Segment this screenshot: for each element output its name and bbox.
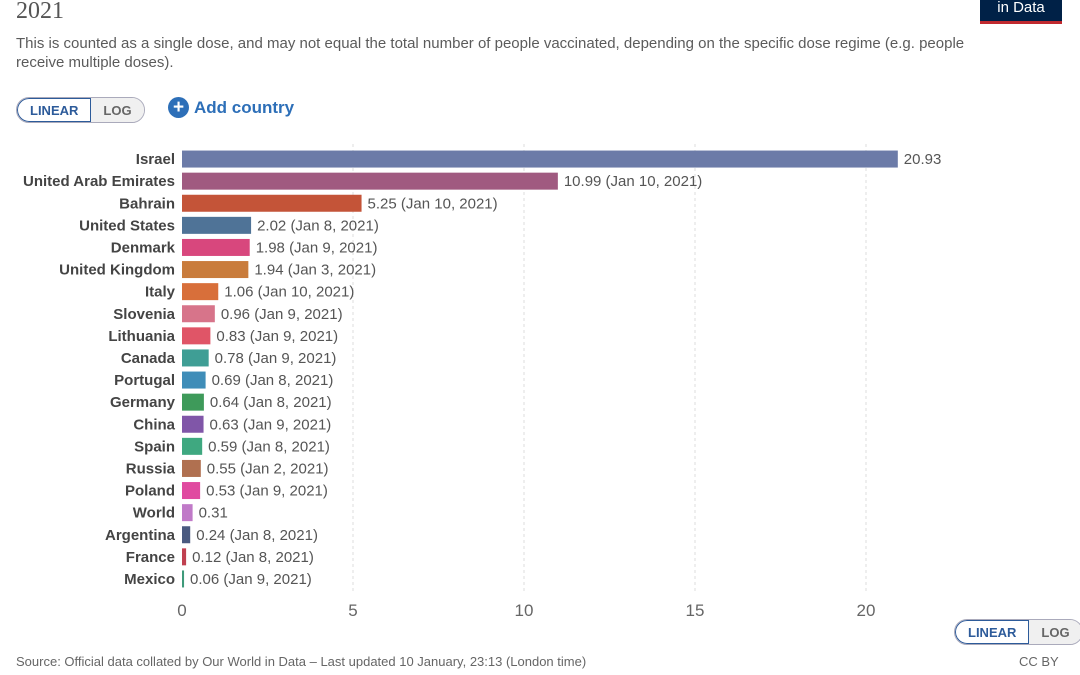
scale-toggle-top: LINEAR LOG [16,97,145,123]
bar-category-label: Germany [110,394,176,411]
bar-value-label: 0.06 (Jan 9, 2021) [190,571,312,588]
bar-category-label: Argentina [105,527,176,544]
source-note: Source: Official data collated by Our Wo… [16,654,587,669]
bar-category-label: Israel [136,151,175,168]
bar [182,482,201,500]
bar-value-label: 0.12 (Jan 8, 2021) [192,549,314,566]
bar-category-label: United States [79,217,175,234]
bar-value-label: 1.98 (Jan 9, 2021) [256,239,378,256]
bar-value-label: 20.93 [904,151,942,168]
bar [182,526,191,544]
bar-category-label: Denmark [111,239,176,256]
bar-value-label: 1.94 (Jan 3, 2021) [254,262,376,279]
x-tick-label: 20 [857,601,876,620]
bar-value-label: 0.96 (Jan 9, 2021) [221,306,343,323]
bar-value-label: 2.02 (Jan 8, 2021) [257,217,379,234]
bar-chart: 0 5 10 15 20 Israel 20.93 United Arab Emirates 1… [23,144,942,620]
bar [182,349,209,367]
add-country-label: Add country [194,97,295,117]
bar [182,459,201,477]
bar-category-label: Poland [125,483,175,500]
bar [182,150,898,168]
bar-category-label: Spain [134,438,175,455]
license-link[interactable]: CC BY [1019,654,1059,669]
bar-category-label: World [133,505,175,522]
bar-value-label: 0.55 (Jan 2, 2021) [207,460,329,477]
log-scale-button-bottom[interactable]: LOG [1029,620,1080,644]
bar-value-label: 0.78 (Jan 9, 2021) [215,350,337,367]
bar-value-label: 0.69 (Jan 8, 2021) [212,372,334,389]
bar [182,415,204,433]
bar [182,393,204,411]
linear-scale-button-bottom[interactable]: LINEAR [955,620,1030,644]
bar [182,283,219,301]
bar-category-label: Bahrain [119,195,175,212]
chart-subtitle: This is counted as a single dose, and ma… [16,35,965,71]
bar [182,305,215,323]
bar-value-label: 0.64 (Jan 8, 2021) [210,394,332,411]
x-tick-label: 10 [515,601,534,620]
bar-value-label: 0.83 (Jan 9, 2021) [216,328,338,345]
bar-value-label: 1.06 (Jan 10, 2021) [224,284,354,301]
x-tick-label: 15 [686,601,705,620]
x-tick-label: 5 [348,601,357,620]
bar-value-label: 0.59 (Jan 8, 2021) [208,438,330,455]
bar-category-label: Portugal [114,372,175,389]
our-world-in-data-logo[interactable]: in Data [980,0,1062,24]
bar [182,437,203,455]
bar-category-label: Italy [145,284,176,301]
bar-category-label: Mexico [124,571,175,588]
bar [182,261,249,279]
bar-value-label: 0.53 (Jan 9, 2021) [206,483,328,500]
bar [182,504,193,522]
bar-value-label: 0.31 [199,505,228,522]
chart-title: 2021 [16,0,64,24]
bar-category-label: China [133,416,175,433]
bar [182,570,185,588]
bar-value-label: 10.99 (Jan 10, 2021) [564,173,702,190]
bar-category-label: Lithuania [108,328,175,345]
bar-category-label: United Kingdom [59,262,175,279]
bar-value-label: 0.24 (Jan 8, 2021) [196,527,318,544]
bar-value-label: 5.25 (Jan 10, 2021) [368,195,498,212]
bar [182,327,211,345]
bar-category-label: Russia [126,460,176,477]
plus-circle-icon: + [168,97,189,118]
bar [182,238,250,256]
bar-category-label: United Arab Emirates [23,173,175,190]
bar-value-label: 0.63 (Jan 9, 2021) [210,416,332,433]
bar [182,216,252,234]
bar [182,194,362,212]
bar-category-label: Canada [121,350,176,367]
bar [182,371,206,389]
log-scale-button[interactable]: LOG [91,98,144,122]
bar-category-label: France [126,549,175,566]
x-tick-label: 0 [177,601,186,620]
add-country-button[interactable]: + Add country [168,97,294,118]
bar [182,548,187,566]
scale-toggle-bottom: LINEAR LOG [954,619,1080,645]
linear-scale-button[interactable]: LINEAR [17,98,92,122]
bar [182,172,558,190]
bar-category-label: Slovenia [113,306,175,323]
